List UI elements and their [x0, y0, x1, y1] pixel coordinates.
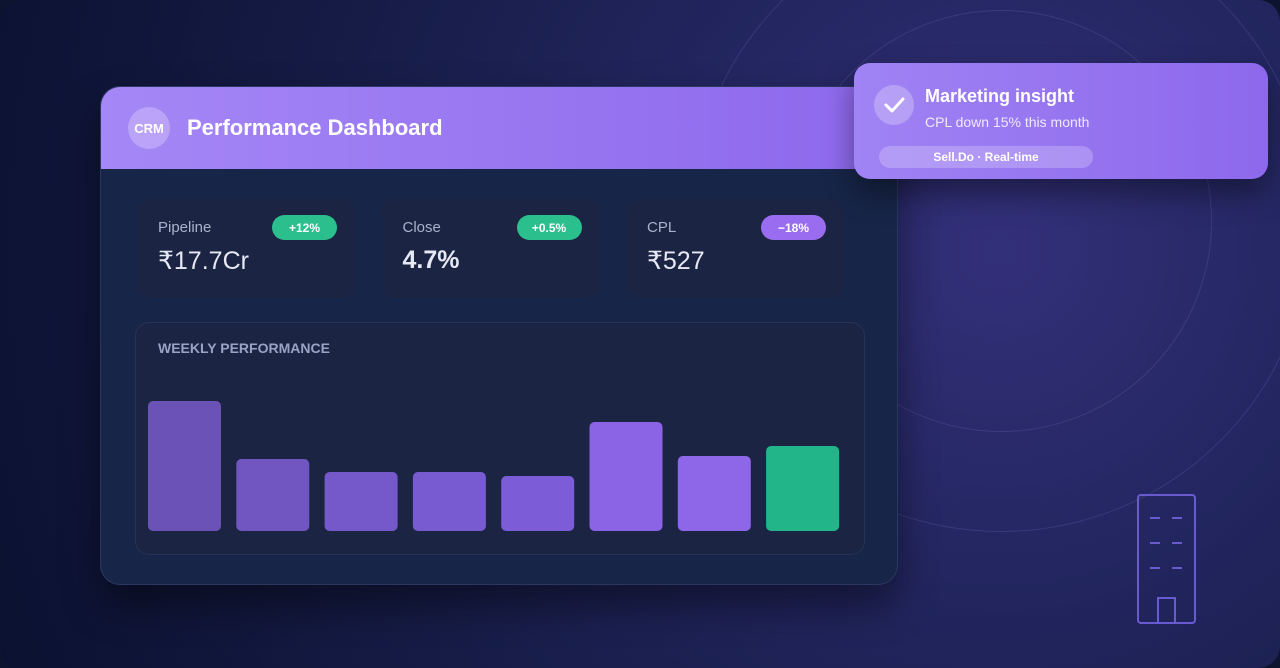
- kpi-card: Close 4.7% +0.5%: [381, 199, 600, 298]
- kpi-label: CPL: [647, 219, 677, 236]
- notification-tag: Sell.Do · Real-time: [879, 146, 1093, 168]
- notification-title: Marketing insight: [925, 86, 1075, 106]
- bar: [324, 472, 398, 531]
- kpi-value: 4.7%: [402, 246, 460, 274]
- check-icon: [874, 85, 914, 125]
- chart-card: WEEKLY PERFORMANCE: [135, 322, 865, 555]
- logo: CRM: [128, 107, 170, 149]
- kpi-label: Close: [402, 219, 441, 236]
- kpi-label: Pipeline: [158, 219, 212, 236]
- bar: [677, 456, 751, 531]
- kpi-card: CPL ₹527 −18%: [626, 199, 844, 298]
- dashboard-panel: CRM Performance Dashboard Pipeline ₹17.7C…: [100, 86, 898, 585]
- kpi-value: ₹527: [647, 247, 705, 275]
- kpi-change: −18%: [761, 215, 826, 240]
- dashboard-title: Performance Dashboard: [187, 115, 443, 140]
- chart: [148, 401, 840, 531]
- building-icon: [1137, 494, 1196, 624]
- bar: [589, 422, 663, 531]
- kpi-change: +0.5%: [516, 215, 582, 240]
- bar: [412, 472, 486, 531]
- chart-title: WEEKLY PERFORMANCE: [158, 340, 330, 356]
- bar: [766, 446, 840, 531]
- bar: [236, 459, 310, 531]
- bar: [501, 476, 575, 531]
- bar: [148, 401, 221, 531]
- kpi-change: +12%: [272, 215, 337, 240]
- kpi-card: Pipeline ₹17.7Cr +12%: [137, 199, 355, 298]
- panel-header: CRM Performance Dashboard: [101, 87, 897, 169]
- kpi-value: ₹17.7Cr: [158, 247, 249, 275]
- notification[interactable]: Marketing insight CPL down 15% this mont…: [854, 63, 1268, 179]
- notification-message: CPL down 15% this month: [925, 114, 1090, 130]
